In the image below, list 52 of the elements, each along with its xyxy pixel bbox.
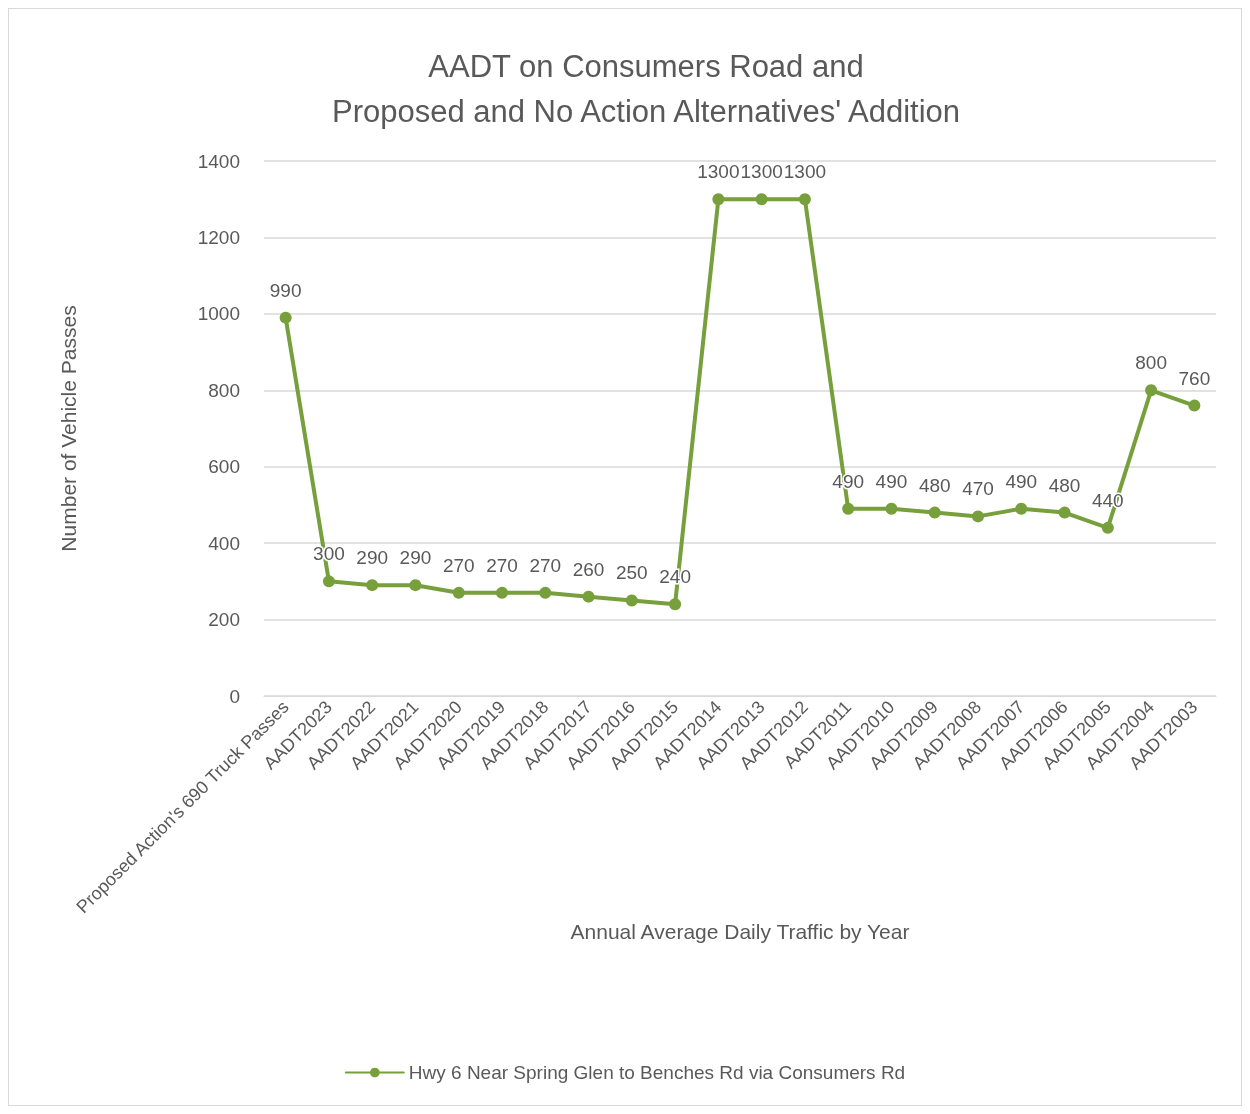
y-tick-label: 1000: [197, 303, 240, 325]
data-label: 760: [1178, 367, 1211, 389]
data-label: 260: [572, 558, 605, 580]
legend-label: Hwy 6 Near Spring Glen to Benches Rd via Consumers Rd: [408, 1062, 906, 1083]
data-label: 480: [918, 474, 951, 496]
point: [1101, 521, 1114, 534]
point: [755, 193, 768, 206]
y-tick-label: 600: [208, 456, 240, 478]
point: [582, 590, 595, 603]
point: [669, 598, 682, 611]
y-tick-label: 1200: [197, 226, 240, 248]
data-label: 490: [1005, 470, 1038, 492]
data-label: 1300: [740, 161, 783, 183]
y-tick-label: 800: [208, 379, 240, 401]
point: [452, 586, 465, 599]
data-label: 480: [1048, 474, 1081, 496]
y-axis-title: Number of Vehicle Passes: [57, 305, 80, 552]
point: [1058, 506, 1071, 519]
point: [366, 579, 379, 592]
point: [1188, 399, 1201, 412]
data-label: 800: [1135, 352, 1167, 374]
point: [972, 510, 984, 523]
data-label: 270: [486, 554, 518, 576]
point: [1015, 502, 1028, 515]
y-tick-label: 200: [208, 609, 240, 631]
point: [279, 311, 292, 324]
chart-title: AADT on Consumers Road and Proposed and No Action Alternatives' Addition: [331, 49, 961, 129]
point: [928, 506, 941, 519]
x-axis-title: Annual Average Daily Traffic by Year: [570, 919, 910, 943]
data-label: 1300: [697, 161, 740, 183]
data-label: 490: [875, 470, 908, 492]
y-tick-label: 400: [208, 532, 240, 554]
y-tick-label: 1400: [197, 150, 240, 172]
data-label: 290: [356, 547, 389, 569]
data-label: 250: [615, 562, 648, 584]
data-label: 990: [269, 279, 302, 301]
data-label: 270: [442, 554, 475, 576]
point: [496, 586, 508, 599]
point: [625, 594, 638, 607]
data-label: 1300: [783, 161, 827, 183]
y-tick-label: 0: [229, 685, 240, 707]
point: [322, 575, 335, 588]
point: [1145, 384, 1158, 397]
point: [712, 193, 725, 206]
data-label: 470: [962, 478, 994, 500]
point: [409, 579, 422, 592]
data-label: 270: [529, 554, 562, 576]
point: [885, 502, 898, 515]
point: [842, 502, 855, 515]
point: [539, 586, 552, 599]
point: [798, 193, 811, 206]
data-label: 290: [399, 547, 432, 569]
